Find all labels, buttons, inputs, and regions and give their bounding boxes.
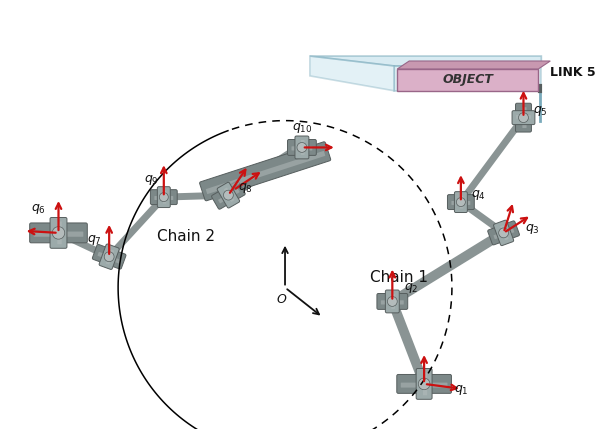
Text: $q_7$: $q_7$ bbox=[87, 233, 102, 247]
FancyBboxPatch shape bbox=[401, 383, 448, 387]
FancyBboxPatch shape bbox=[397, 69, 538, 91]
FancyBboxPatch shape bbox=[99, 244, 119, 270]
FancyBboxPatch shape bbox=[211, 181, 245, 209]
Ellipse shape bbox=[104, 252, 114, 261]
FancyBboxPatch shape bbox=[150, 190, 177, 205]
FancyBboxPatch shape bbox=[206, 151, 325, 194]
FancyBboxPatch shape bbox=[391, 294, 395, 309]
FancyBboxPatch shape bbox=[493, 228, 515, 239]
FancyBboxPatch shape bbox=[423, 372, 427, 395]
FancyBboxPatch shape bbox=[33, 231, 83, 237]
Ellipse shape bbox=[418, 378, 430, 390]
Ellipse shape bbox=[518, 113, 529, 123]
Text: $q_{10}$: $q_{10}$ bbox=[292, 120, 312, 135]
Polygon shape bbox=[310, 56, 394, 91]
FancyBboxPatch shape bbox=[301, 140, 304, 155]
FancyBboxPatch shape bbox=[200, 142, 331, 201]
Ellipse shape bbox=[52, 227, 65, 239]
FancyBboxPatch shape bbox=[50, 218, 67, 248]
Text: LINK 5: LINK 5 bbox=[551, 66, 596, 80]
Text: $q_4$: $q_4$ bbox=[471, 188, 486, 202]
FancyBboxPatch shape bbox=[385, 290, 400, 313]
FancyBboxPatch shape bbox=[154, 196, 173, 200]
Text: $q_5$: $q_5$ bbox=[533, 104, 548, 118]
FancyBboxPatch shape bbox=[287, 139, 316, 155]
Polygon shape bbox=[397, 61, 551, 69]
FancyBboxPatch shape bbox=[57, 221, 62, 244]
FancyBboxPatch shape bbox=[454, 192, 467, 212]
Ellipse shape bbox=[160, 193, 168, 202]
FancyBboxPatch shape bbox=[500, 225, 509, 240]
FancyBboxPatch shape bbox=[523, 107, 527, 128]
Polygon shape bbox=[394, 66, 541, 91]
FancyBboxPatch shape bbox=[416, 369, 432, 399]
FancyBboxPatch shape bbox=[381, 300, 404, 304]
FancyBboxPatch shape bbox=[488, 221, 519, 245]
FancyBboxPatch shape bbox=[30, 223, 87, 243]
Text: $q_9$: $q_9$ bbox=[144, 173, 159, 187]
FancyBboxPatch shape bbox=[157, 187, 171, 208]
FancyBboxPatch shape bbox=[512, 111, 535, 125]
FancyBboxPatch shape bbox=[292, 146, 312, 150]
FancyBboxPatch shape bbox=[377, 294, 407, 310]
FancyBboxPatch shape bbox=[106, 249, 114, 264]
Text: Chain 1: Chain 1 bbox=[370, 270, 428, 285]
FancyBboxPatch shape bbox=[451, 201, 470, 205]
FancyBboxPatch shape bbox=[97, 252, 120, 264]
Text: O: O bbox=[276, 293, 286, 306]
FancyBboxPatch shape bbox=[218, 189, 240, 203]
Ellipse shape bbox=[499, 228, 509, 238]
Text: $q_1$: $q_1$ bbox=[454, 383, 468, 397]
FancyBboxPatch shape bbox=[516, 115, 531, 119]
Polygon shape bbox=[310, 56, 541, 66]
Ellipse shape bbox=[387, 297, 397, 306]
FancyBboxPatch shape bbox=[516, 103, 532, 132]
FancyBboxPatch shape bbox=[163, 190, 166, 203]
Text: $q_2$: $q_2$ bbox=[404, 280, 419, 295]
Ellipse shape bbox=[224, 190, 233, 200]
Text: $q_3$: $q_3$ bbox=[526, 222, 540, 236]
FancyBboxPatch shape bbox=[93, 244, 126, 269]
Text: $q_8$: $q_8$ bbox=[238, 181, 253, 195]
Ellipse shape bbox=[456, 198, 465, 206]
Text: $q_6$: $q_6$ bbox=[30, 202, 46, 216]
Ellipse shape bbox=[297, 142, 307, 152]
FancyBboxPatch shape bbox=[460, 196, 463, 209]
FancyBboxPatch shape bbox=[397, 375, 451, 393]
FancyBboxPatch shape bbox=[448, 195, 474, 209]
Text: Chain 2: Chain 2 bbox=[157, 229, 214, 244]
FancyBboxPatch shape bbox=[295, 136, 309, 159]
Text: OBJECT: OBJECT bbox=[442, 74, 493, 86]
FancyBboxPatch shape bbox=[217, 182, 240, 208]
FancyBboxPatch shape bbox=[493, 220, 513, 246]
FancyBboxPatch shape bbox=[224, 187, 234, 202]
